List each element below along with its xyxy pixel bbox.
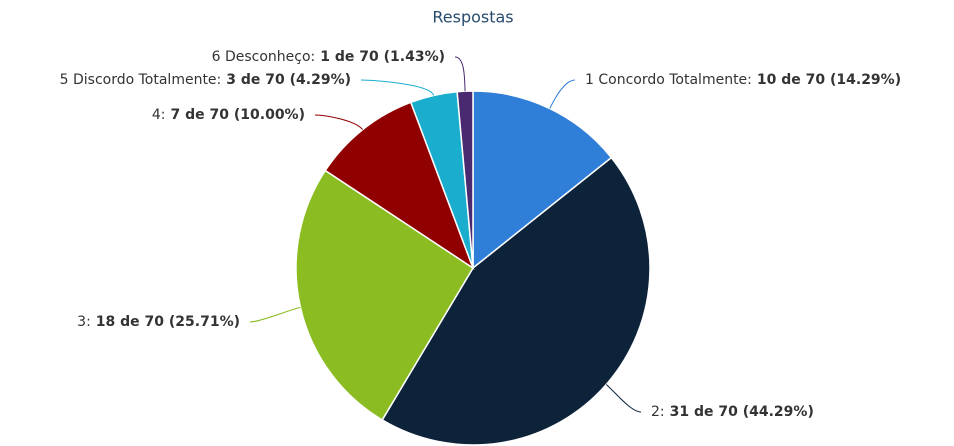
category-label: 5 Discordo Totalmente: [60,72,222,88]
value-label: 31 de 70 (44.29%) [670,404,814,420]
data-label: 2: 31 de 70 (44.29%) [651,404,814,420]
data-label: 4: 7 de 70 (10.00%) [152,107,305,123]
pie-slice [324,101,475,270]
category-label: 3: [77,314,91,330]
connector [314,114,364,130]
connector [549,79,576,109]
value-label: 18 de 70 (25.71%) [96,314,240,330]
data-label: 5 Discordo Totalmente: 3 de 70 (4.29%) [60,72,351,88]
connector [454,56,466,92]
data-label: 3: 18 de 70 (25.71%) [77,314,240,330]
category-label: 1 Concordo Totalmente: [585,72,752,88]
chart-title: Respostas [432,8,513,27]
category-label: 2: [651,404,665,420]
pie-slice [295,169,475,421]
pie-slice [472,90,613,270]
value-label: 7 de 70 (10.00%) [171,107,305,123]
connector [605,384,642,413]
connector [360,79,435,96]
category-label: 6 Desconheço: [212,49,316,65]
value-label: 10 de 70 (14.29%) [757,72,901,88]
pie-slice [381,156,651,446]
connector [249,306,301,323]
category-label: 4: [152,107,166,123]
value-label: 3 de 70 (4.29%) [226,72,351,88]
data-label: 6 Desconheço: 1 de 70 (1.43%) [212,49,445,65]
value-label: 1 de 70 (1.43%) [320,49,445,65]
data-label: 1 Concordo Totalmente: 10 de 70 (14.29%) [585,72,901,88]
